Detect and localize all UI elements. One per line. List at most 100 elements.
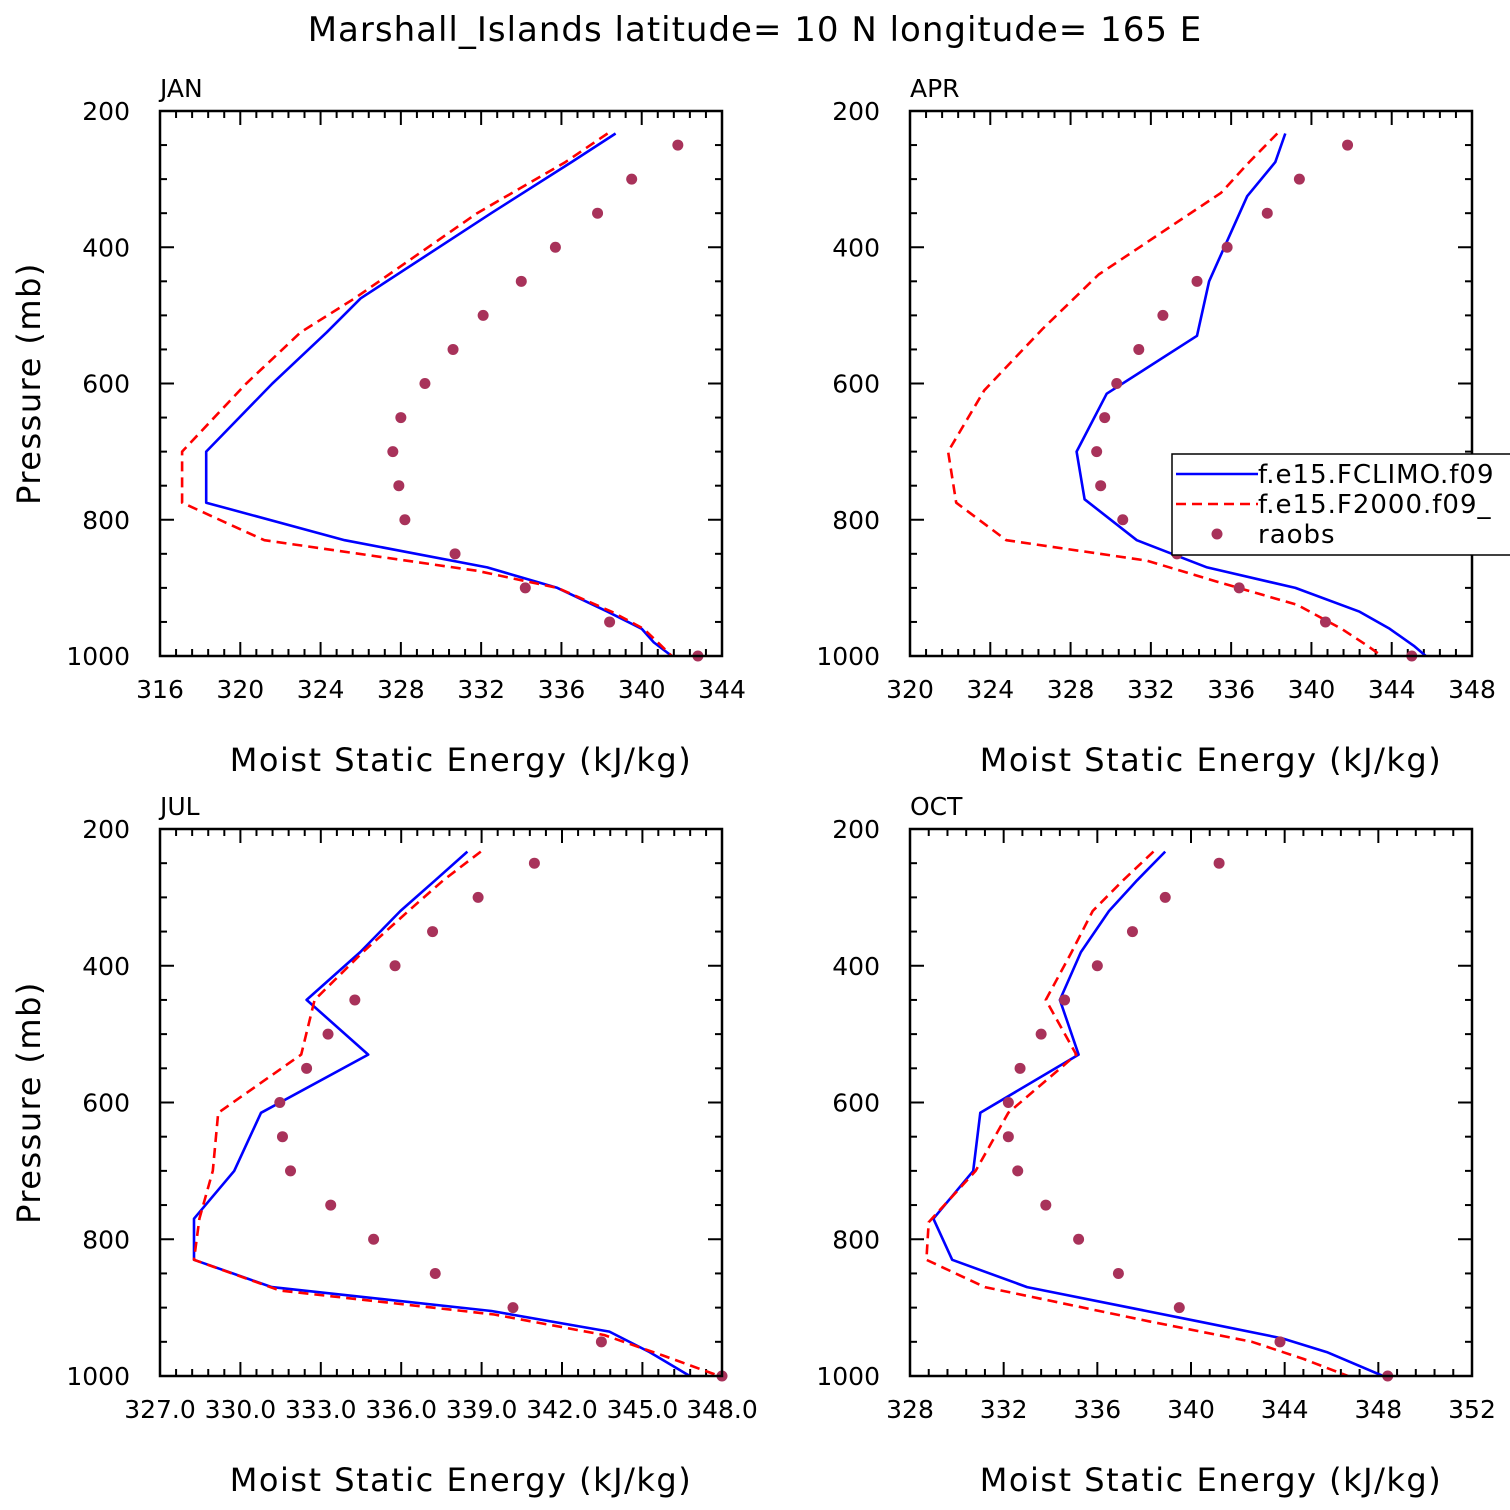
raobs-point [1133,343,1145,355]
panel-jan: 316 320 324 328 332 336 340 344 200 400 600 800 1000… [10,74,746,779]
y-tick-label: 400 [82,952,130,981]
x-tick-label: 339.0 [446,1395,518,1424]
plot-frame [908,109,1474,658]
legend-label: raobs [1258,520,1336,550]
panel-title: APR [910,74,960,103]
x-tick-label: 332 [1127,675,1175,704]
raobs-point [429,1267,441,1279]
x-tick-label: 344 [1261,1395,1309,1424]
y-tick-label: 200 [82,97,130,126]
y-tick-label: 200 [82,815,130,844]
x-tick-label: 324 [297,675,345,704]
raobs-point [368,1233,380,1245]
raobs-point [1191,275,1203,287]
panel-title: JUL [158,792,200,821]
panel-title: JAN [158,74,203,103]
y-tick-label: 800 [832,506,880,535]
plot-area [946,132,1427,656]
y-tick-label: 1000 [66,1362,130,1391]
raobs-point [1112,1267,1124,1279]
raobs-point [604,616,616,628]
f2000-series-line [180,132,673,656]
raobs-point [519,582,531,594]
x-tick-label: 344 [1368,675,1416,704]
y-tick-label: 1000 [816,642,880,671]
plot-frame [158,109,724,658]
y-tick-label: 600 [832,370,880,399]
y-tick-label: 200 [832,815,880,844]
raobs-point [592,207,604,219]
raobs-point [285,1165,297,1177]
raobs-point [395,412,407,424]
legend-box [1171,453,1510,556]
raobs-point [1035,1028,1047,1040]
x-tick-label: 333.0 [285,1395,357,1424]
x-axis-label: Moist Static Energy (kJ/kg) [980,1461,1442,1499]
raobs-point [399,514,411,526]
x-tick-label: 340 [618,675,666,704]
y-axis-label: Pressure (mb) [10,262,48,505]
raobs-point [1095,480,1107,492]
raobs-point [507,1302,519,1314]
x-tick-label: 328 [1047,675,1095,704]
y-tick-label: 800 [82,1225,130,1254]
raobs-point [1040,1199,1052,1211]
legend-marker [1211,528,1223,540]
panel-oct: 328 332 336 340 344 348 352 200 400 600 800 1000 OCT… [816,792,1495,1499]
raobs-point [549,241,561,253]
raobs-point [1012,1165,1024,1177]
raobs-point [1059,994,1071,1006]
raobs-point [1233,582,1245,594]
x-tick-label: 324 [966,675,1014,704]
y-tick-label: 800 [832,1225,880,1254]
x-tick-label: 330.0 [205,1395,277,1424]
y-axis-label: Pressure (mb) [10,981,48,1224]
x-axis-label: Moist Static Energy (kJ/kg) [230,741,692,779]
x-tick-label: 336 [1207,675,1255,704]
raobs-point [1157,309,1169,321]
raobs-point [1221,241,1233,253]
raobs-point [672,139,684,151]
raobs-point [276,1131,288,1143]
x-tick-label: 352 [1448,1395,1496,1424]
x-tick-label: 320 [886,675,934,704]
x-tick-label: 316 [136,675,184,704]
plot-area [192,850,720,1376]
raobs-point [419,378,431,389]
raobs-point [1126,926,1138,938]
y-tick-label: 600 [832,1089,880,1118]
raobs-point [449,548,461,560]
y-tick-label: 1000 [66,642,130,671]
x-tick-label: 344 [698,675,746,704]
raobs-point [1002,1131,1014,1143]
raobs-point [301,1062,313,1074]
y-tick-label: 800 [82,506,130,535]
raobs-point [1159,891,1171,903]
raobs-point [325,1199,337,1211]
raobs-point [389,960,401,972]
y-tick-label: 600 [82,1089,130,1118]
legend-label: f.e15.FCLIMO.f09 [1258,460,1494,490]
x-axis-label: Moist Static Energy (kJ/kg) [980,741,1442,779]
raobs-point [1111,378,1123,389]
y-tick-label: 600 [82,370,130,399]
y-tick-label: 200 [832,97,880,126]
y-tick-label: 400 [832,952,880,981]
raobs-point [1099,412,1111,424]
raobs-point [1091,960,1103,972]
y-tick-label: 400 [82,233,130,262]
x-tick-label: 348.0 [686,1395,758,1424]
x-tick-label: 348 [1354,1395,1402,1424]
plot-area [925,850,1384,1376]
raobs-point [1117,514,1129,526]
raobs-point [447,343,459,355]
x-tick-label: 345.0 [607,1395,679,1424]
raobs-point [1293,173,1305,185]
fclimo-series-line [192,850,691,1376]
x-tick-label: 336 [1073,1395,1121,1424]
raobs-point [1274,1336,1286,1348]
x-axis-label: Moist Static Energy (kJ/kg) [230,1461,692,1499]
raobs-point [393,480,405,492]
f2000-series-line [192,850,720,1376]
